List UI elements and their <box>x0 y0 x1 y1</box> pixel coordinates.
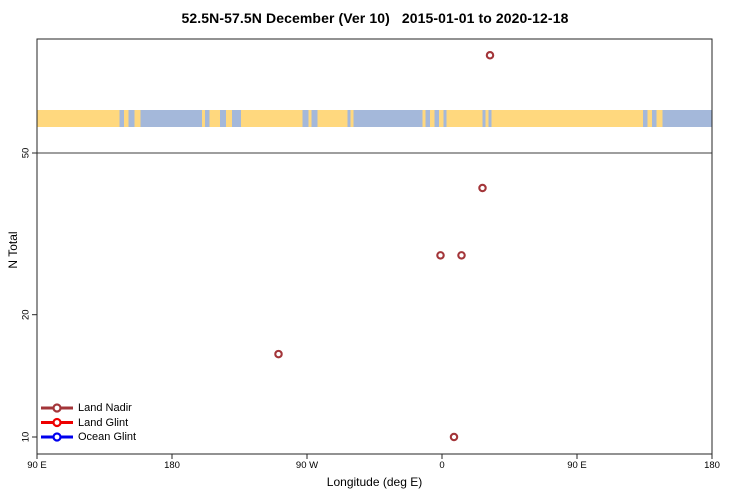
map-strip-segment-land <box>439 110 444 127</box>
map-strip-segment-ocean <box>347 110 351 127</box>
map-strip-segment-land <box>209 110 220 127</box>
x-tick-label: 180 <box>164 460 180 471</box>
data-point <box>274 349 283 359</box>
map-strip-segment-ocean <box>232 110 241 127</box>
y-tick-label: 10 <box>20 432 31 443</box>
data-point <box>436 251 445 260</box>
x-axis-title: Longitude (deg E) <box>326 475 423 489</box>
y-tick-label: 50 <box>20 148 31 159</box>
data-points <box>274 51 495 442</box>
map-strip-segment-land <box>202 110 205 127</box>
legend-marker-circle <box>52 432 62 442</box>
y-tick-label: 20 <box>20 309 31 320</box>
map-strip-segment-ocean <box>643 110 648 127</box>
plot-frame-group <box>36 38 713 455</box>
map-strip-segment-land <box>317 110 348 127</box>
map-strip-segment-ocean <box>652 110 657 127</box>
world-map-strip <box>37 110 712 127</box>
map-strip-segment-ocean <box>119 110 124 127</box>
map-strip-segment-land <box>430 110 435 127</box>
data-point <box>449 432 459 442</box>
map-strip-segment-ocean <box>425 110 430 127</box>
map-strip-segment-land <box>226 110 232 127</box>
map-strip-segment-ocean <box>205 110 210 127</box>
legend-markers <box>41 403 73 442</box>
map-strip-segment-land <box>656 110 663 127</box>
data-point <box>485 51 495 60</box>
map-strip-segment-land <box>124 110 129 127</box>
x-tick-label: 90 W <box>296 460 318 471</box>
x-tick-label: 180 <box>704 460 720 471</box>
x-tick-label: 0 <box>439 460 444 471</box>
map-strip-segment-ocean <box>482 110 486 127</box>
map-strip-segment-ocean <box>488 110 492 127</box>
plot-frame <box>36 38 713 455</box>
map-strip-segment-land <box>241 110 303 127</box>
map-strip-segment-land <box>446 110 483 127</box>
x-tick-label: 90 E <box>27 460 47 471</box>
map-strip-segment-ocean <box>434 110 439 127</box>
legend-marker-circle <box>52 417 62 428</box>
map-strip-segment-land <box>134 110 141 127</box>
map-strip-segment-ocean <box>220 110 226 127</box>
map-strip-segment-ocean <box>311 110 318 127</box>
map-strip-segment-ocean <box>443 110 447 127</box>
legend-label: Land Glint <box>78 416 129 429</box>
legend-label: Land Nadir <box>78 402 132 414</box>
map-strip-segment-land <box>422 110 426 127</box>
map-strip-segment-ocean <box>128 110 135 127</box>
x-tick-label: 90 E <box>567 460 587 471</box>
map-strip-segment-land <box>491 110 643 127</box>
map-strip-segment-ocean <box>140 110 202 127</box>
map-strip-segment-land <box>647 110 652 127</box>
x-axis-ticks: 90 E 180 90 W 0 90 E 180 <box>27 454 720 471</box>
legend-label: Ocean Glint <box>78 431 137 443</box>
data-point <box>478 183 487 193</box>
map-strip-segment-land <box>308 110 312 127</box>
map-strip-segment-land <box>350 110 354 127</box>
map-strip-segment-land <box>485 110 489 127</box>
map-strip-segment-land <box>37 110 120 127</box>
map-strip-segment-ocean <box>353 110 423 127</box>
map-strip-segment-ocean <box>662 110 712 127</box>
map-strip-segment-ocean <box>302 110 309 127</box>
data-point <box>457 251 466 260</box>
chart-title: 52.5N-57.5N December (Ver 10) 2015-01-01… <box>181 10 569 26</box>
y-axis-ticks: 10 20 50 <box>20 148 37 443</box>
legend-marker-circle <box>52 403 62 413</box>
